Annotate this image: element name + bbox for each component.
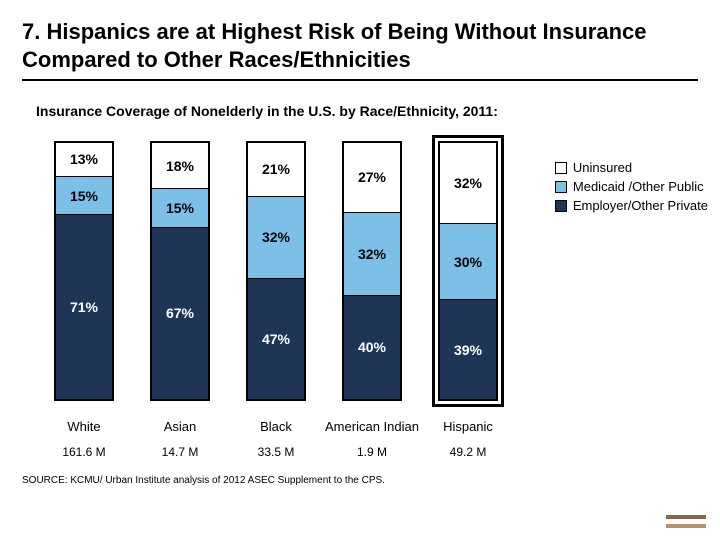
segment-uninsured: 32% [440,143,496,224]
bar-column: 21%32%47% [228,141,324,401]
segment-medicaid: 32% [248,197,304,279]
source-note: SOURCE: KCMU/ Urban Institute analysis o… [22,475,698,486]
stacked-bar: 13%15%71% [54,141,114,401]
bar-column: 32%30%39% [420,141,516,401]
x-count: 14.7 M [132,445,228,459]
stacked-bar: 32%30%39% [438,141,498,401]
title-rule [22,79,698,81]
chart-subtitle: Insurance Coverage of Nonelderly in the … [36,103,698,119]
legend-label: Employer/Other Private [573,198,708,213]
segment-employer: 67% [152,228,208,400]
legend-item: Employer/Other Private [555,198,708,213]
segment-medicaid: 15% [152,189,208,227]
slide-title: 7. Hispanics are at Highest Risk of Bein… [22,18,698,73]
stacked-bar: 27%32%40% [342,141,402,401]
segment-medicaid: 30% [440,224,496,300]
x-label: Asian [132,419,228,435]
segment-employer: 71% [56,215,112,399]
bar-columns: 13%15%71%18%15%67%21%32%47%27%32%40%32%3… [36,131,516,401]
bar-column: 18%15%67% [132,141,228,401]
legend: Uninsured Medicaid /Other Public Employer/… [555,160,708,217]
legend-swatch [555,162,567,174]
slide: 7. Hispanics are at Highest Risk of Bein… [0,0,720,540]
stacked-bar: 18%15%67% [150,141,210,401]
x-count: 33.5 M [228,445,324,459]
segment-medicaid: 15% [56,177,112,216]
x-label: American Indian [324,419,420,435]
x-count: 49.2 M [420,445,516,459]
legend-label: Uninsured [573,160,632,175]
x-count: 161.6 M [36,445,132,459]
segment-uninsured: 13% [56,143,112,177]
x-count: 1.9 M [324,445,420,459]
legend-swatch [555,200,567,212]
x-label: Hispanic [420,419,516,435]
segment-uninsured: 27% [344,143,400,213]
bar-column: 13%15%71% [36,141,132,401]
stacked-bar: 21%32%47% [246,141,306,401]
segment-uninsured: 18% [152,143,208,189]
segment-employer: 39% [440,300,496,399]
kff-logo [666,514,706,530]
legend-swatch [555,181,567,193]
x-axis-labels: WhiteAsianBlackAmerican IndianHispanic [22,419,698,435]
x-label: White [36,419,132,435]
x-label: Black [228,419,324,435]
segment-medicaid: 32% [344,213,400,296]
legend-label: Medicaid /Other Public [573,179,704,194]
segment-employer: 40% [344,296,400,399]
bar-column: 27%32%40% [324,141,420,401]
x-axis-counts: 161.6 M14.7 M33.5 M1.9 M49.2 M [22,445,698,459]
legend-item: Uninsured [555,160,708,175]
legend-item: Medicaid /Other Public [555,179,708,194]
segment-employer: 47% [248,279,304,399]
segment-uninsured: 21% [248,143,304,197]
